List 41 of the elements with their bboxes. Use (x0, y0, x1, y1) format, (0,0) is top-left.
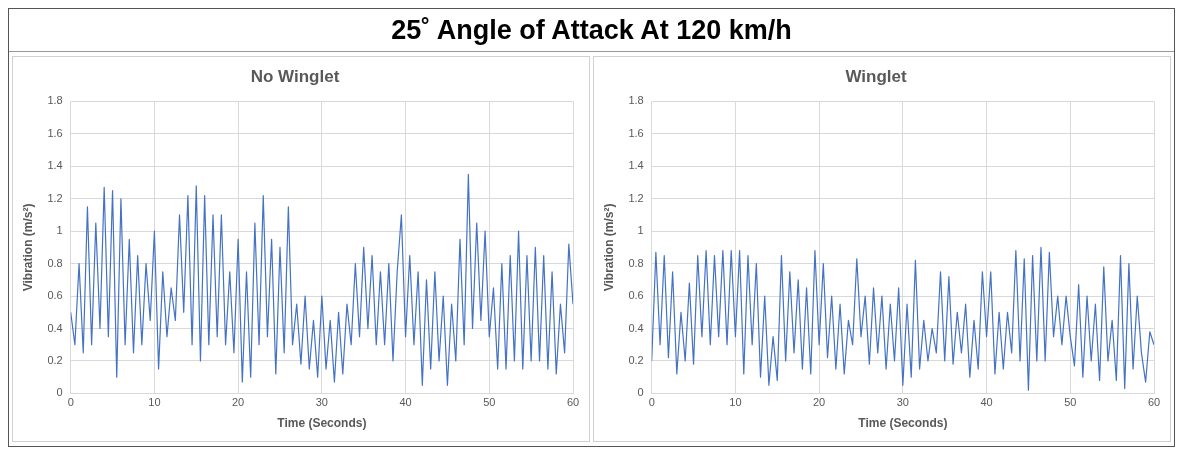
x-tick-label: 40 (399, 396, 412, 409)
y-tick-label: 0.4 (47, 321, 63, 334)
chart-subtitle: No Winglet (250, 66, 340, 86)
y-tick-label: 1.2 (47, 191, 63, 204)
y-tick-label: 1.8 (628, 94, 644, 107)
y-axis-title: Vibration (m/s²) (601, 203, 616, 292)
y-tick-label: 0.4 (628, 321, 644, 334)
x-tick-label: 40 (980, 396, 993, 409)
x-tick-label: 20 (232, 396, 245, 409)
y-tick-label: 1.6 (628, 126, 644, 139)
x-axis-title: Time (Seconds) (858, 416, 948, 431)
x-tick-label: 50 (1064, 396, 1077, 409)
y-tick-label: 0.6 (628, 289, 644, 302)
chart-subtitle: Winglet (845, 66, 907, 86)
x-tick-label: 30 (896, 396, 909, 409)
y-tick-label: 1 (637, 224, 644, 237)
x-axis-title: Time (Seconds) (277, 416, 367, 431)
chart-title: 25˚ Angle of Attack At 120 km/h (9, 9, 1174, 52)
x-tick-label: 60 (566, 396, 580, 409)
y-tick-label: 1.6 (47, 126, 63, 139)
x-tick-label: 30 (315, 396, 328, 409)
y-tick-label: 1.8 (47, 94, 63, 107)
x-tick-label: 20 (813, 396, 826, 409)
x-tick-label: 60 (1147, 396, 1161, 409)
y-tick-label: 0.6 (47, 289, 63, 302)
y-tick-label: 0.8 (47, 256, 63, 269)
y-tick-label: 1.2 (628, 191, 644, 204)
x-tick-label: 10 (148, 396, 161, 409)
y-tick-label: 0.2 (628, 353, 644, 366)
y-tick-label: 1.4 (628, 159, 644, 172)
y-tick-label: 1 (56, 224, 63, 237)
y-tick-label: 1.4 (47, 159, 63, 172)
x-tick-label: 0 (648, 396, 655, 409)
y-tick-label: 0 (637, 386, 644, 399)
y-axis-title: Vibration (m/s²) (20, 203, 35, 292)
x-tick-label: 50 (483, 396, 496, 409)
x-tick-label: 0 (67, 396, 74, 409)
x-tick-label: 10 (729, 396, 742, 409)
y-tick-label: 0.2 (47, 353, 63, 366)
y-tick-label: 0 (56, 386, 63, 399)
y-tick-label: 0.8 (628, 256, 644, 269)
